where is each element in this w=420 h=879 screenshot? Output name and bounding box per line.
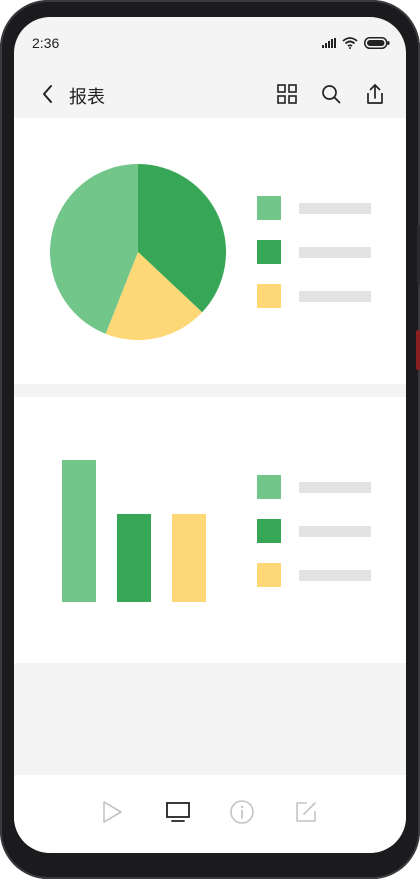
screen: 2:36 bbox=[14, 17, 406, 853]
pie-chart-card bbox=[14, 118, 406, 384]
battery-icon bbox=[364, 37, 390, 49]
legend-swatch bbox=[257, 284, 281, 308]
grid-icon bbox=[277, 84, 297, 104]
share-button[interactable] bbox=[362, 81, 388, 107]
bar-chart-card bbox=[14, 397, 406, 663]
app-bar-actions bbox=[274, 81, 388, 107]
info-icon bbox=[230, 800, 254, 824]
edit-button[interactable] bbox=[291, 797, 321, 827]
edit-icon bbox=[296, 802, 316, 822]
signal-icon bbox=[322, 38, 336, 48]
bar bbox=[117, 513, 151, 602]
side-button bbox=[416, 330, 420, 370]
present-button[interactable] bbox=[163, 797, 193, 827]
page-title: 报表 bbox=[69, 87, 105, 107]
legend-label bbox=[299, 291, 371, 302]
pie-chart bbox=[49, 164, 227, 340]
wifi-icon bbox=[342, 37, 358, 49]
legend-swatch bbox=[257, 563, 281, 587]
status-icons bbox=[322, 37, 390, 49]
legend-swatch bbox=[257, 519, 281, 543]
legend-label bbox=[299, 247, 371, 258]
legend-label bbox=[299, 526, 371, 537]
back-arrow-icon bbox=[43, 85, 52, 103]
grid-view-button[interactable] bbox=[274, 81, 300, 107]
pie-slice bbox=[105, 252, 203, 340]
legend-swatch bbox=[257, 196, 281, 220]
bar bbox=[62, 460, 96, 602]
status-bar: 2:36 bbox=[14, 17, 406, 69]
legend-swatch bbox=[257, 475, 281, 499]
share-icon bbox=[367, 84, 383, 104]
info-button[interactable] bbox=[227, 797, 257, 827]
search-button[interactable] bbox=[318, 81, 344, 107]
legend-label bbox=[299, 482, 371, 493]
app-bar: 报表 bbox=[14, 69, 406, 119]
legend-swatch bbox=[257, 240, 281, 264]
search-icon bbox=[322, 85, 341, 104]
pie-slice bbox=[138, 164, 227, 313]
legend-label bbox=[299, 570, 371, 581]
play-icon bbox=[103, 801, 122, 823]
play-button[interactable] bbox=[97, 797, 127, 827]
bottom-toolbar bbox=[14, 775, 406, 853]
bar-chart bbox=[62, 460, 206, 602]
pie-slice bbox=[49, 164, 139, 334]
back-button[interactable] bbox=[36, 82, 60, 106]
bar bbox=[172, 513, 206, 602]
volume-button bbox=[417, 225, 420, 285]
status-time: 2:36 bbox=[32, 35, 60, 51]
monitor-icon bbox=[166, 802, 190, 822]
legend-label bbox=[299, 203, 371, 214]
